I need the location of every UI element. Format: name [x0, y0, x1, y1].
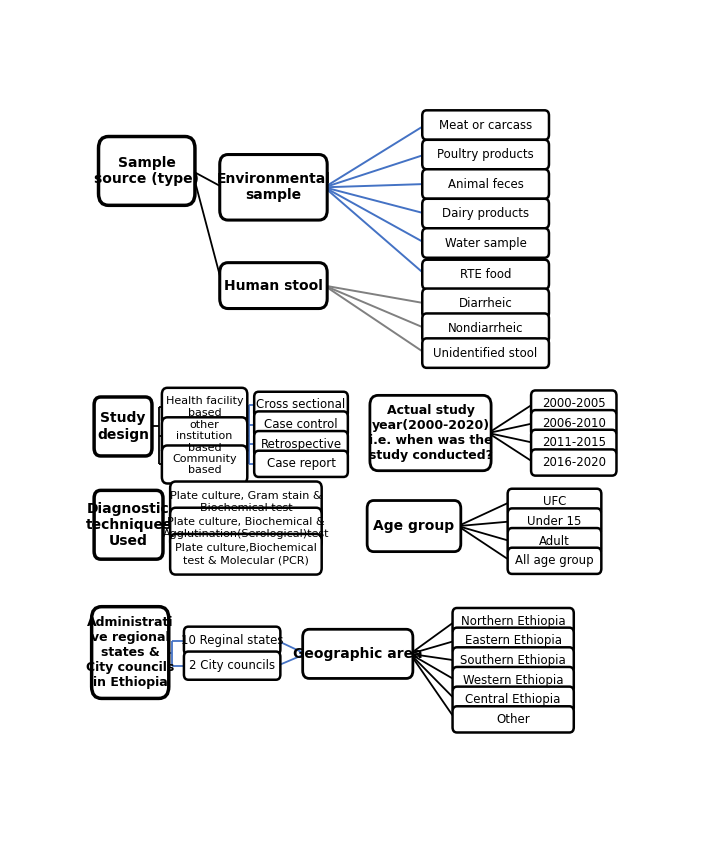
FancyBboxPatch shape: [452, 706, 574, 733]
FancyBboxPatch shape: [303, 629, 413, 678]
Text: Eastern Ethiopia: Eastern Ethiopia: [465, 634, 562, 648]
Text: Under 15: Under 15: [528, 515, 582, 528]
FancyBboxPatch shape: [255, 411, 348, 437]
FancyBboxPatch shape: [422, 313, 549, 343]
FancyBboxPatch shape: [422, 140, 549, 169]
Text: Western Ethiopia: Western Ethiopia: [463, 674, 563, 687]
FancyBboxPatch shape: [255, 451, 348, 477]
Text: Other: Other: [496, 713, 530, 726]
Text: Adult: Adult: [539, 534, 570, 548]
FancyBboxPatch shape: [422, 228, 549, 258]
FancyBboxPatch shape: [92, 607, 169, 699]
FancyBboxPatch shape: [531, 410, 616, 437]
Text: Plate culture,Biochemical
test & Molecular (PCR): Plate culture,Biochemical test & Molecul…: [175, 544, 317, 565]
Text: RTE food: RTE food: [460, 268, 511, 281]
Text: Southern Ethiopia: Southern Ethiopia: [460, 654, 566, 667]
FancyBboxPatch shape: [170, 482, 321, 523]
Text: UFC: UFC: [542, 495, 566, 508]
Text: Environmental
sample: Environmental sample: [217, 172, 331, 203]
Text: Animal feces: Animal feces: [448, 178, 523, 191]
Text: 2011-2015: 2011-2015: [542, 437, 606, 449]
FancyBboxPatch shape: [452, 608, 574, 634]
FancyBboxPatch shape: [452, 628, 574, 654]
Text: 2006-2010: 2006-2010: [542, 417, 606, 430]
Text: Administrati
ve regional
states &
City councils
in Ethiopia: Administrati ve regional states & City c…: [86, 616, 174, 689]
FancyBboxPatch shape: [94, 397, 152, 456]
FancyBboxPatch shape: [531, 391, 616, 417]
FancyBboxPatch shape: [184, 626, 280, 654]
FancyBboxPatch shape: [452, 667, 574, 694]
FancyBboxPatch shape: [255, 391, 348, 418]
FancyBboxPatch shape: [422, 288, 549, 318]
FancyBboxPatch shape: [162, 388, 247, 426]
FancyBboxPatch shape: [531, 449, 616, 476]
FancyBboxPatch shape: [508, 528, 602, 554]
FancyBboxPatch shape: [422, 199, 549, 228]
FancyBboxPatch shape: [531, 430, 616, 456]
FancyBboxPatch shape: [94, 490, 163, 559]
Text: Meat or carcass: Meat or carcass: [439, 118, 533, 132]
Text: Northern Ethiopia: Northern Ethiopia: [461, 614, 565, 627]
FancyBboxPatch shape: [452, 687, 574, 713]
Text: Plate culture, Biochemical &
Agglutination(Serological)test: Plate culture, Biochemical & Agglutinati…: [163, 517, 329, 539]
FancyBboxPatch shape: [162, 417, 247, 455]
FancyBboxPatch shape: [170, 534, 321, 574]
FancyBboxPatch shape: [220, 263, 327, 309]
Text: Diarrheic: Diarrheic: [459, 297, 513, 310]
Text: 2016-2020: 2016-2020: [542, 456, 606, 469]
Text: Geographic area: Geographic area: [293, 647, 422, 661]
Text: Age group: Age group: [373, 519, 454, 533]
Text: Nondiarrheic: Nondiarrheic: [448, 322, 523, 334]
Text: All age group: All age group: [515, 554, 594, 568]
Text: Actual study
year(2000-2020)
i.e. when was the
study conducted?: Actual study year(2000-2020) i.e. when w…: [368, 404, 493, 462]
FancyBboxPatch shape: [184, 652, 280, 680]
FancyBboxPatch shape: [422, 111, 549, 140]
FancyBboxPatch shape: [367, 500, 461, 551]
FancyBboxPatch shape: [422, 260, 549, 289]
Text: Central Ethiopia: Central Ethiopia: [466, 694, 561, 706]
Text: Diagnostic
techniques
Used: Diagnostic techniques Used: [85, 501, 171, 548]
Text: Unidentified stool: Unidentified stool: [434, 346, 538, 360]
Text: Case report: Case report: [267, 457, 336, 471]
Text: Health facility
based: Health facility based: [166, 396, 243, 418]
FancyBboxPatch shape: [422, 169, 549, 199]
FancyBboxPatch shape: [422, 339, 549, 368]
FancyBboxPatch shape: [162, 445, 247, 483]
Text: Water sample: Water sample: [444, 237, 527, 249]
Text: 10 Reginal states: 10 Reginal states: [181, 634, 284, 648]
FancyBboxPatch shape: [370, 396, 491, 471]
FancyBboxPatch shape: [255, 431, 348, 457]
FancyBboxPatch shape: [220, 155, 327, 220]
Text: Human stool: Human stool: [224, 278, 323, 293]
FancyBboxPatch shape: [508, 488, 602, 515]
Text: Cross sectional: Cross sectional: [257, 398, 346, 411]
FancyBboxPatch shape: [508, 508, 602, 534]
Text: Sample
source (type): Sample source (type): [95, 156, 199, 186]
Text: Study
design: Study design: [97, 411, 149, 442]
FancyBboxPatch shape: [99, 136, 195, 205]
Text: other
institution
based: other institution based: [176, 420, 232, 453]
FancyBboxPatch shape: [452, 648, 574, 673]
FancyBboxPatch shape: [170, 508, 321, 548]
Text: Plate culture, Gram stain &
Biochemical test: Plate culture, Gram stain & Biochemical …: [170, 491, 322, 512]
Text: Poultry products: Poultry products: [437, 148, 534, 161]
Text: Retrospective: Retrospective: [260, 437, 341, 451]
Text: Dairy products: Dairy products: [442, 207, 529, 220]
Text: 2000-2005: 2000-2005: [542, 397, 606, 410]
Text: 2 City councils: 2 City councils: [189, 660, 275, 672]
FancyBboxPatch shape: [508, 548, 602, 574]
Text: Case control: Case control: [264, 418, 338, 431]
Text: Community
based: Community based: [172, 454, 237, 476]
